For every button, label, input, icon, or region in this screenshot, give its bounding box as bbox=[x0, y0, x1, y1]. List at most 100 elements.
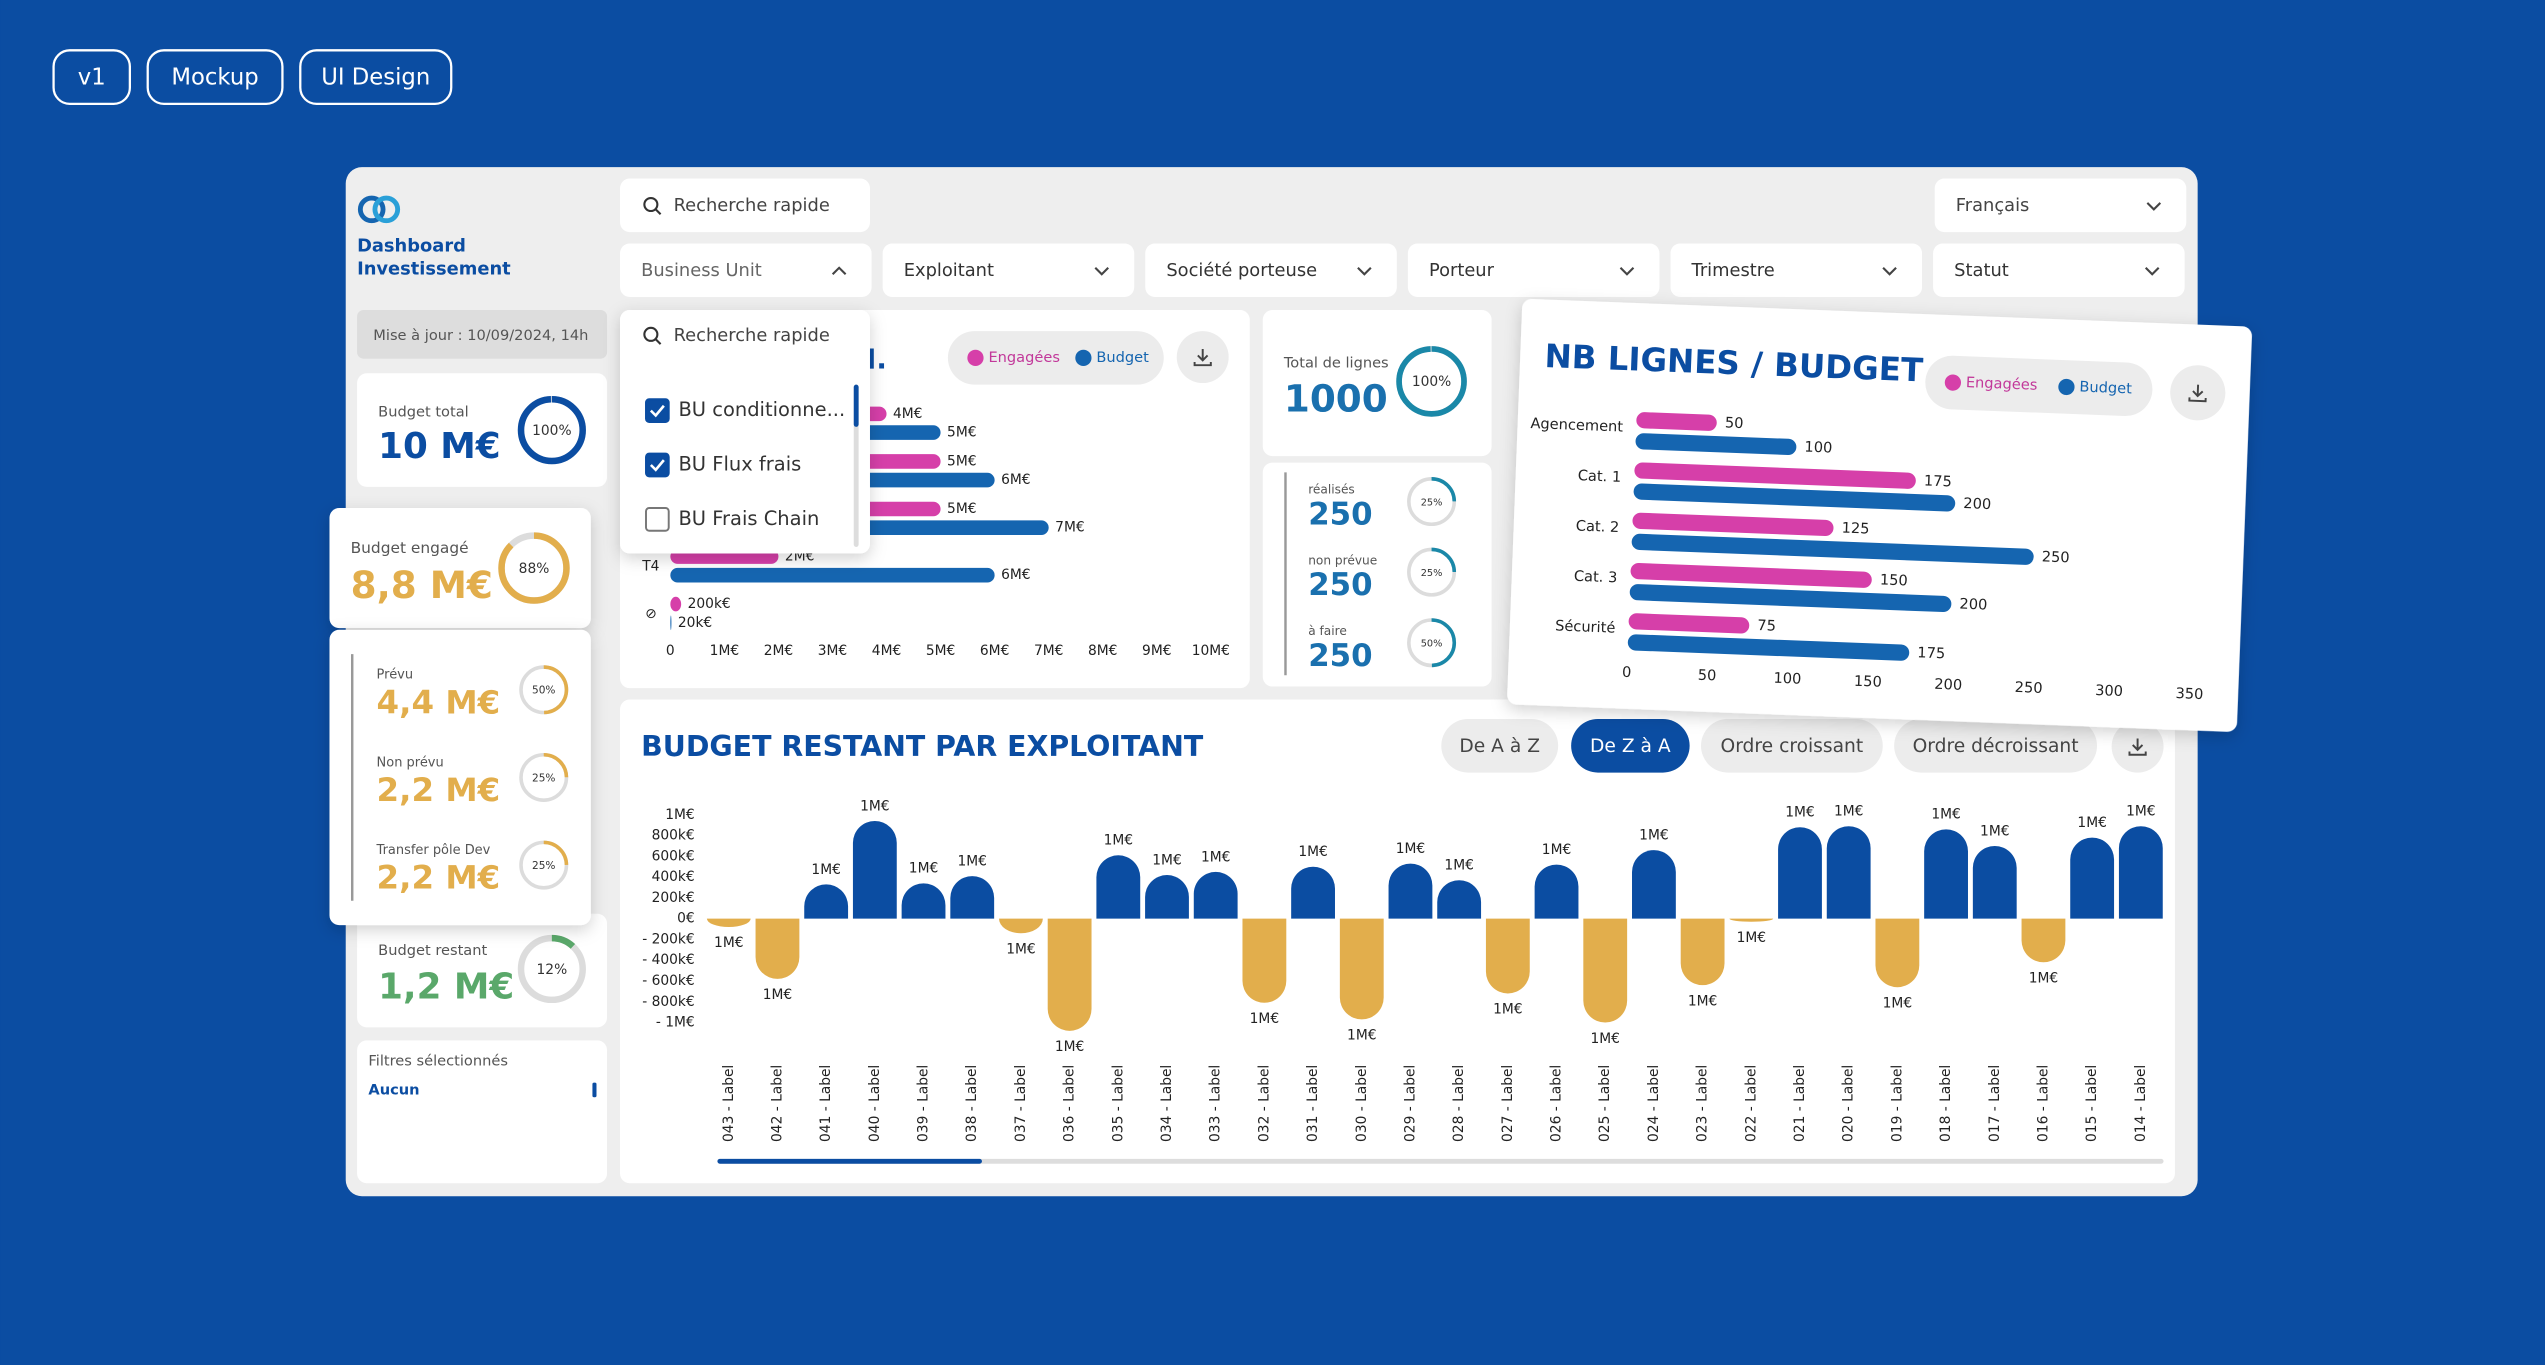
tag bbox=[52, 49, 131, 106]
card-value: 250 bbox=[1308, 497, 1372, 533]
value-label: 100 bbox=[1804, 439, 1832, 457]
chart-scroll-thumb[interactable] bbox=[717, 1158, 982, 1164]
card-value: 10 M€ bbox=[378, 426, 500, 467]
bar bbox=[1632, 850, 1676, 919]
bar bbox=[1636, 412, 1717, 431]
category-label: 014 - Label bbox=[2133, 1065, 2149, 1142]
search-icon bbox=[654, 208, 662, 215]
category-label: Cat. 1 bbox=[1577, 467, 1621, 486]
bar bbox=[670, 615, 672, 631]
value-label: 1M€ bbox=[1542, 842, 1571, 858]
chevron-icon bbox=[1619, 267, 1635, 276]
value-label: 200k€ bbox=[688, 596, 731, 612]
x-tick-label: 3M€ bbox=[818, 643, 847, 659]
bar bbox=[2118, 826, 2163, 919]
dropdown-option: BU Flux frais bbox=[678, 453, 801, 476]
y-tick-label: 1M€ bbox=[665, 807, 694, 823]
bar bbox=[1875, 918, 1920, 988]
sort-button[interactable] bbox=[1441, 719, 1559, 773]
x-tick-label: 9M€ bbox=[1142, 643, 1171, 659]
legend-swatch bbox=[967, 349, 984, 367]
y-tick-label: - 600k€ bbox=[642, 973, 694, 989]
bar bbox=[1583, 918, 1628, 1023]
checkbox[interactable] bbox=[645, 398, 670, 423]
value-label: 1M€ bbox=[1250, 1011, 1279, 1027]
bar bbox=[1633, 483, 1956, 512]
value-label: 1M€ bbox=[1883, 995, 1912, 1011]
filter-select[interactable] bbox=[1670, 243, 1923, 298]
logo bbox=[372, 195, 401, 224]
gauge-label: 88% bbox=[519, 561, 550, 577]
category-label: 021 - Label bbox=[1792, 1065, 1808, 1142]
gauge-arc bbox=[1407, 477, 1457, 527]
sort-button[interactable] bbox=[1700, 719, 1883, 773]
bar bbox=[1631, 533, 2034, 565]
x-tick-label: 50 bbox=[1697, 667, 1716, 685]
bar bbox=[1629, 584, 1952, 613]
checkbox[interactable] bbox=[645, 452, 670, 478]
category-label: 025 - Label bbox=[1597, 1065, 1613, 1142]
sort-button[interactable] bbox=[1571, 719, 1690, 773]
value-label: 1M€ bbox=[714, 935, 743, 951]
category-label: Cat. 3 bbox=[1574, 568, 1618, 587]
bar bbox=[755, 918, 800, 979]
chevron-icon bbox=[1882, 267, 1897, 276]
card-label: Transfer pôle Dev bbox=[376, 843, 491, 858]
x-tick-label: 0 bbox=[666, 643, 675, 659]
gauge-label: 25% bbox=[532, 860, 555, 872]
category-label: 034 - Label bbox=[1159, 1065, 1175, 1142]
legend-swatch bbox=[1944, 374, 1962, 391]
card-value: 8,8 M€ bbox=[351, 563, 493, 607]
category-label: 039 - Label bbox=[916, 1065, 932, 1142]
y-tick-label: 400k€ bbox=[652, 869, 695, 885]
y-tick-label: - 200k€ bbox=[642, 931, 694, 947]
card-label: à faire bbox=[1308, 624, 1347, 638]
gauge-label: 100% bbox=[1412, 374, 1451, 390]
filter-select[interactable] bbox=[620, 243, 872, 298]
gauge-label: 25% bbox=[1421, 568, 1443, 579]
gauge-arc bbox=[498, 532, 570, 604]
x-tick-label: 0 bbox=[1622, 664, 1632, 681]
sort-button-label: De A à Z bbox=[1459, 736, 1540, 757]
language-select[interactable] bbox=[1934, 178, 2187, 233]
category-label: 040 - Label bbox=[867, 1065, 883, 1142]
filter-select[interactable] bbox=[1933, 243, 2185, 298]
legend-label: Budget bbox=[2079, 378, 2132, 397]
download-icon bbox=[2128, 738, 2147, 756]
category-label: 023 - Label bbox=[1695, 1065, 1711, 1142]
checkbox[interactable] bbox=[645, 507, 670, 532]
filter-label: Trimestre bbox=[1691, 260, 1775, 281]
filter-select[interactable] bbox=[882, 243, 1135, 298]
value-label: 1M€ bbox=[2029, 971, 2058, 987]
filter-label: Statut bbox=[1954, 260, 2009, 281]
gauge-label: 12% bbox=[537, 962, 568, 978]
bar bbox=[852, 821, 897, 919]
value-label: 1M€ bbox=[860, 798, 889, 814]
value-label: 1M€ bbox=[1104, 833, 1133, 849]
filter-select[interactable] bbox=[1145, 243, 1397, 298]
sort-button[interactable] bbox=[1894, 719, 2098, 773]
y-tick-label: 0€ bbox=[677, 911, 695, 927]
card-value: 1,2 M€ bbox=[378, 966, 514, 1007]
category-label: 036 - Label bbox=[1062, 1065, 1078, 1142]
value-label: 1M€ bbox=[1737, 930, 1766, 946]
category-label: 029 - Label bbox=[1402, 1065, 1418, 1142]
value-label: 75 bbox=[1757, 617, 1776, 635]
scroll-indicator bbox=[592, 1082, 597, 1098]
legend bbox=[947, 331, 1164, 385]
bar bbox=[2021, 918, 2066, 963]
bar bbox=[1339, 918, 1384, 1020]
filter-select[interactable] bbox=[1407, 243, 1660, 298]
update-box bbox=[357, 310, 608, 359]
bar bbox=[1630, 562, 1872, 588]
gauge-arc bbox=[1396, 346, 1467, 417]
gauge-arc bbox=[517, 934, 586, 1004]
bar bbox=[1388, 863, 1433, 919]
bar bbox=[1485, 918, 1530, 994]
category-label: 028 - Label bbox=[1451, 1065, 1467, 1142]
category-label: 019 - Label bbox=[1889, 1065, 1905, 1142]
value-label: 1M€ bbox=[1444, 858, 1473, 874]
filter-label: Porteur bbox=[1429, 260, 1495, 281]
dropdown-scroll-thumb bbox=[853, 384, 859, 427]
gauge-arc bbox=[519, 840, 569, 890]
